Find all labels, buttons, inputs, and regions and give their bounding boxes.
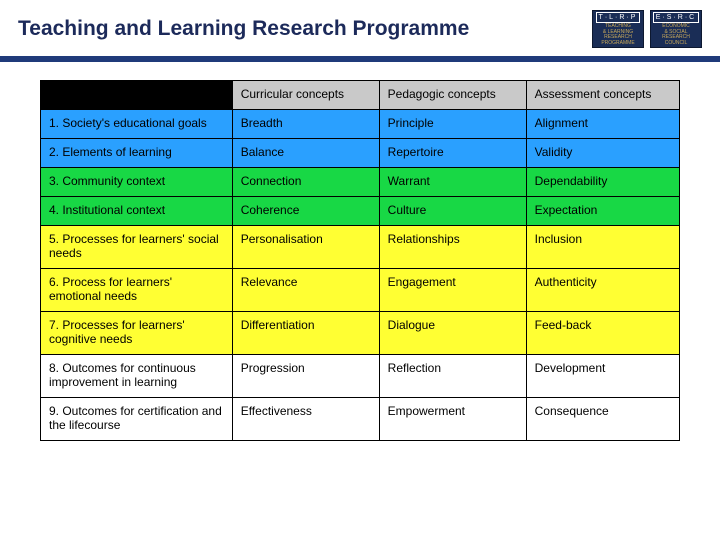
table-cell: Personalisation [232,226,379,269]
table-row: 7. Processes for learners' cognitive nee… [41,312,680,355]
table-row: 2. Elements of learningBalanceRepertoire… [41,139,680,168]
table-cell: Dependability [526,168,679,197]
table-header-row: Curricular concepts Pedagogic concepts A… [41,81,680,110]
logo-group: T·L·R·P TEACHING & LEARNING RESEARCH PRO… [592,10,702,48]
table-cell: 7. Processes for learners' cognitive nee… [41,312,233,355]
table-row: 3. Community contextConnectionWarrantDep… [41,168,680,197]
table-cell: Effectiveness [232,398,379,441]
table-row: 4. Institutional contextCoherenceCulture… [41,197,680,226]
table-row: 6. Process for learners' emotional needs… [41,269,680,312]
table-row: 1. Society's educational goalsBreadthPri… [41,110,680,139]
table-cell: Differentiation [232,312,379,355]
table-cell: Consequence [526,398,679,441]
table-cell: Engagement [379,269,526,312]
table-cell: Repertoire [379,139,526,168]
table-row: 8. Outcomes for continuous improvement i… [41,355,680,398]
tlrp-logo: T·L·R·P TEACHING & LEARNING RESEARCH PRO… [592,10,644,48]
page-title: Teaching and Learning Research Programme [18,17,469,41]
table-cell: Expectation [526,197,679,226]
table-cell: Dialogue [379,312,526,355]
column-header: Pedagogic concepts [379,81,526,110]
table-row: 9. Outcomes for certification and the li… [41,398,680,441]
logo-line: COUNCIL [665,41,688,47]
table-cell: Development [526,355,679,398]
table-cell: Connection [232,168,379,197]
table-cell: Feed-back [526,312,679,355]
table-cell: Inclusion [526,226,679,269]
table-cell: Validity [526,139,679,168]
table-cell: Coherence [232,197,379,226]
column-header: Curricular concepts [232,81,379,110]
column-header-blank [41,81,233,110]
table-row: 5. Processes for learners' social needsP… [41,226,680,269]
slide-header: Teaching and Learning Research Programme… [0,0,720,56]
table-cell: Authenticity [526,269,679,312]
table-cell: Alignment [526,110,679,139]
table-cell: Reflection [379,355,526,398]
table-container: Curricular concepts Pedagogic concepts A… [0,80,720,441]
logo-line: PROGRAMME [601,41,634,47]
table-cell: Relevance [232,269,379,312]
table-body: 1. Society's educational goalsBreadthPri… [41,110,680,441]
column-header: Assessment concepts [526,81,679,110]
table-cell: Relationships [379,226,526,269]
table-cell: 2. Elements of learning [41,139,233,168]
table-cell: 4. Institutional context [41,197,233,226]
table-cell: 3. Community context [41,168,233,197]
table-cell: Balance [232,139,379,168]
table-cell: 1. Society's educational goals [41,110,233,139]
table-cell: Culture [379,197,526,226]
esrc-logo: E·S·R·C ECONOMIC & SOCIAL RESEARCH COUNC… [650,10,702,48]
logo-acronym: T·L·R·P [596,12,641,24]
table-cell: 9. Outcomes for certification and the li… [41,398,233,441]
table-cell: 8. Outcomes for continuous improvement i… [41,355,233,398]
table-cell: 5. Processes for learners' social needs [41,226,233,269]
table-cell: Progression [232,355,379,398]
logo-acronym: E·S·R·C [653,12,699,24]
concepts-table: Curricular concepts Pedagogic concepts A… [40,80,680,441]
header-divider [0,56,720,62]
table-cell: Warrant [379,168,526,197]
table-cell: 6. Process for learners' emotional needs [41,269,233,312]
table-cell: Breadth [232,110,379,139]
table-cell: Principle [379,110,526,139]
table-cell: Empowerment [379,398,526,441]
